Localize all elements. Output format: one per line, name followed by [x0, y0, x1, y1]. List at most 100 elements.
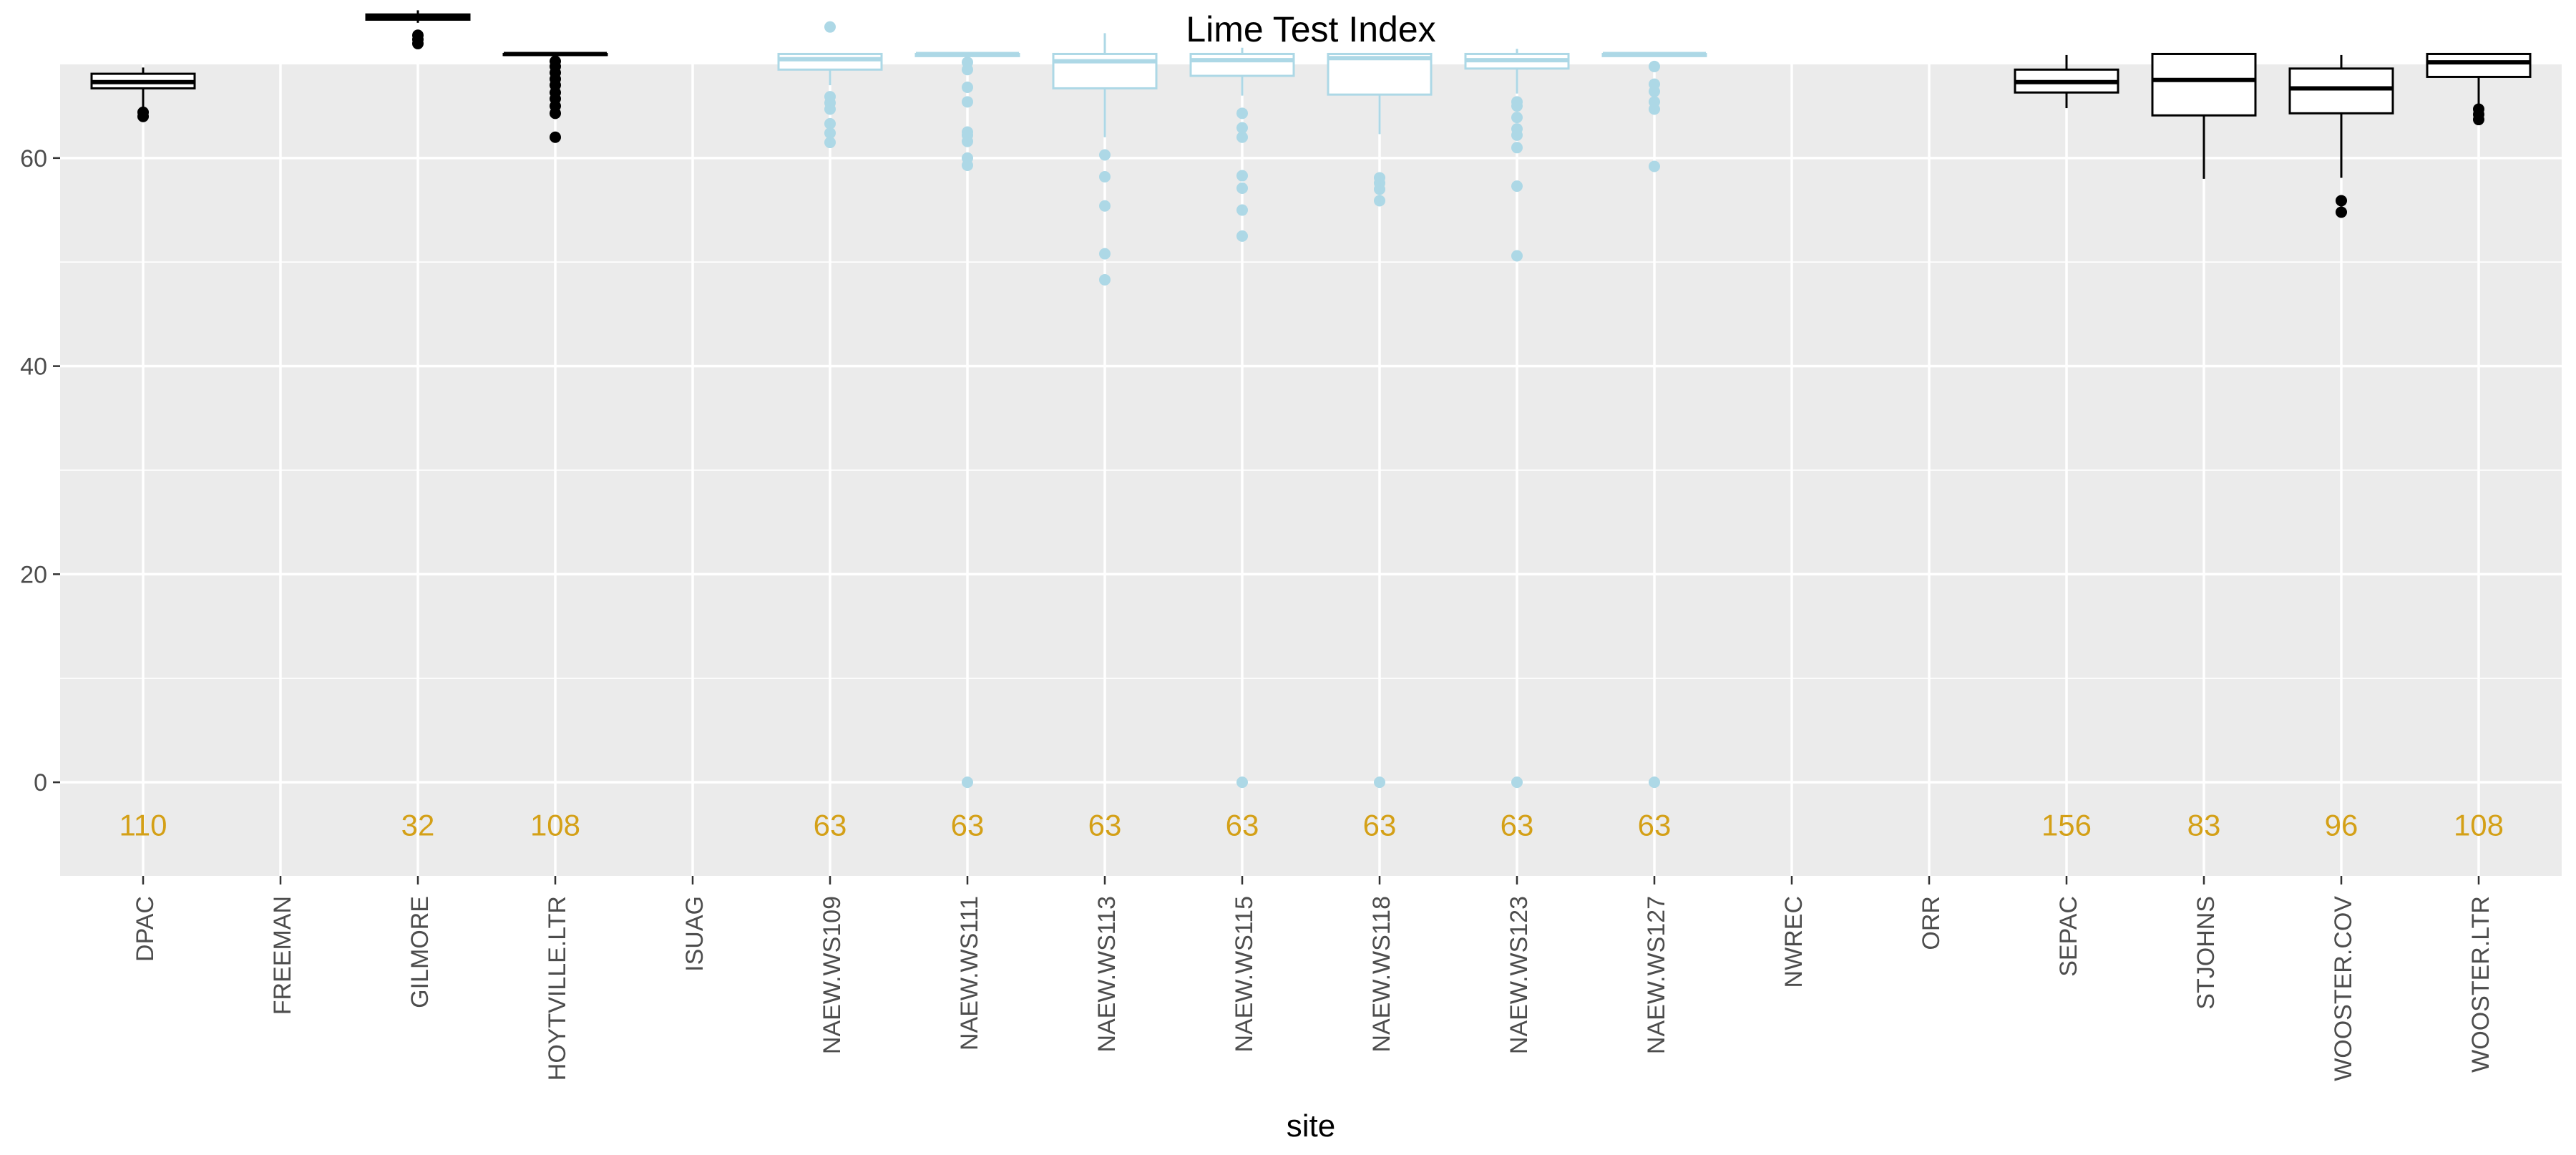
outlier-point — [1236, 230, 1248, 242]
count-label: 156 — [2041, 808, 2092, 842]
x-tick-label: HOYTVILLE.LTR — [544, 896, 571, 1081]
boxplot-gilmore — [365, 10, 471, 49]
outlier-point — [2336, 206, 2347, 218]
boxplot-hoytville-ltr — [502, 52, 608, 143]
outlier-point — [962, 96, 973, 108]
count-label: 108 — [530, 808, 580, 842]
outlier-point — [1236, 170, 1248, 182]
count-label: 96 — [2325, 808, 2358, 842]
boxplot-stjohns — [2151, 52, 2257, 179]
outlier-point — [1649, 96, 1660, 108]
x-tick-label: GILMORE — [406, 896, 434, 1008]
x-tick-label: STJOHNS — [2192, 896, 2220, 1010]
x-tick-label: NAEW.WS115 — [1231, 896, 1258, 1053]
outlier-point — [1511, 96, 1523, 108]
outlier-point — [1099, 171, 1111, 183]
outlier-point — [1236, 131, 1248, 143]
outlier-point — [1236, 122, 1248, 134]
outlier-point — [1649, 160, 1660, 172]
outlier-point — [962, 776, 973, 789]
outlier-point — [1236, 182, 1248, 195]
boxplot-naew-ws111 — [914, 52, 1020, 789]
outlier-point — [962, 81, 973, 93]
x-tick-label: NWREC — [1780, 896, 1807, 988]
box-iqr — [2288, 67, 2394, 114]
outlier-point — [550, 131, 561, 143]
x-tick-label: SEPAC — [2055, 896, 2082, 977]
outlier-point — [1374, 776, 1385, 789]
x-tick-label: WOOSTER.LTR — [2467, 896, 2494, 1073]
outlier-point — [137, 106, 149, 118]
box-iqr — [777, 52, 883, 71]
y-tick-label: 40 — [20, 354, 47, 381]
outlier-point — [2473, 103, 2484, 115]
outlier-point — [1236, 776, 1248, 789]
outlier-point — [962, 152, 973, 164]
outlier-point — [824, 91, 836, 103]
count-label: 63 — [1226, 808, 1259, 842]
count-label: 63 — [1501, 808, 1534, 842]
outlier-point — [1374, 172, 1385, 184]
y-tick-label: 60 — [20, 145, 47, 172]
boxplot-naew-ws127 — [1601, 52, 1707, 789]
box-iqr — [2151, 52, 2257, 117]
y-tick-label: 0 — [34, 769, 47, 796]
outlier-point — [1099, 200, 1111, 212]
x-tick-label: NAEW.WS109 — [819, 896, 846, 1054]
outlier-point — [824, 137, 836, 149]
outlier-point — [962, 57, 973, 69]
count-label: 108 — [2454, 808, 2504, 842]
count-label: 63 — [1088, 808, 1122, 842]
count-label: 110 — [119, 808, 167, 842]
outlier-point — [1649, 776, 1660, 789]
outlier-point — [1511, 112, 1523, 124]
boxplot-naew-ws115 — [1189, 47, 1295, 789]
count-label: 63 — [951, 808, 985, 842]
x-tick-label: WOOSTER.COV — [2330, 896, 2357, 1081]
count-label: 63 — [1363, 808, 1397, 842]
y-tick-label: 20 — [20, 561, 47, 588]
outlier-point — [824, 117, 836, 130]
outlier-point — [412, 29, 424, 42]
boxplot-naew-ws113 — [1052, 33, 1158, 286]
outlier-point — [1511, 180, 1523, 192]
outlier-point — [1099, 273, 1111, 286]
x-tick-label: NAEW.WS111 — [956, 896, 983, 1051]
outlier-point — [962, 126, 973, 138]
count-label: 32 — [401, 808, 435, 842]
chart-title: Lime Test Index — [1186, 9, 1435, 49]
outlier-point — [1511, 250, 1523, 262]
outlier-point — [824, 127, 836, 139]
boxplot-wooster-cov — [2288, 54, 2394, 218]
x-tick-label: DPAC — [132, 896, 159, 962]
x-tick-label: ORR — [1918, 896, 1945, 950]
x-tick-label: NAEW.WS118 — [1368, 896, 1395, 1053]
outlier-point — [1511, 142, 1523, 154]
count-label: 83 — [2187, 808, 2221, 842]
outlier-point — [1649, 78, 1660, 90]
x-tick-label: NAEW.WS113 — [1093, 896, 1121, 1053]
count-label: 63 — [814, 808, 847, 842]
outlier-point — [550, 55, 561, 67]
outlier-point — [1099, 248, 1111, 260]
outlier-point — [1236, 107, 1248, 120]
boxplot-wooster-ltr — [2426, 52, 2532, 126]
outlier-point — [1374, 195, 1385, 207]
outlier-point — [1511, 776, 1523, 789]
x-axis-title: site — [1287, 1108, 1335, 1144]
box-iqr — [1327, 52, 1433, 96]
outlier-point — [2336, 195, 2347, 207]
x-tick-label: NAEW.WS127 — [1643, 896, 1670, 1054]
boxplot-naew-ws109 — [777, 21, 883, 149]
x-tick-label: ISUAG — [681, 896, 708, 972]
x-tick-label: NAEW.WS123 — [1506, 896, 1533, 1054]
outlier-point — [1099, 149, 1111, 161]
boxplot-dpac — [90, 67, 196, 122]
count-label: 63 — [1638, 808, 1672, 842]
boxplot-naew-ws123 — [1464, 49, 1570, 789]
outlier-point — [1236, 204, 1248, 216]
boxplot-sepac — [2014, 54, 2119, 109]
outlier-point — [824, 21, 836, 33]
